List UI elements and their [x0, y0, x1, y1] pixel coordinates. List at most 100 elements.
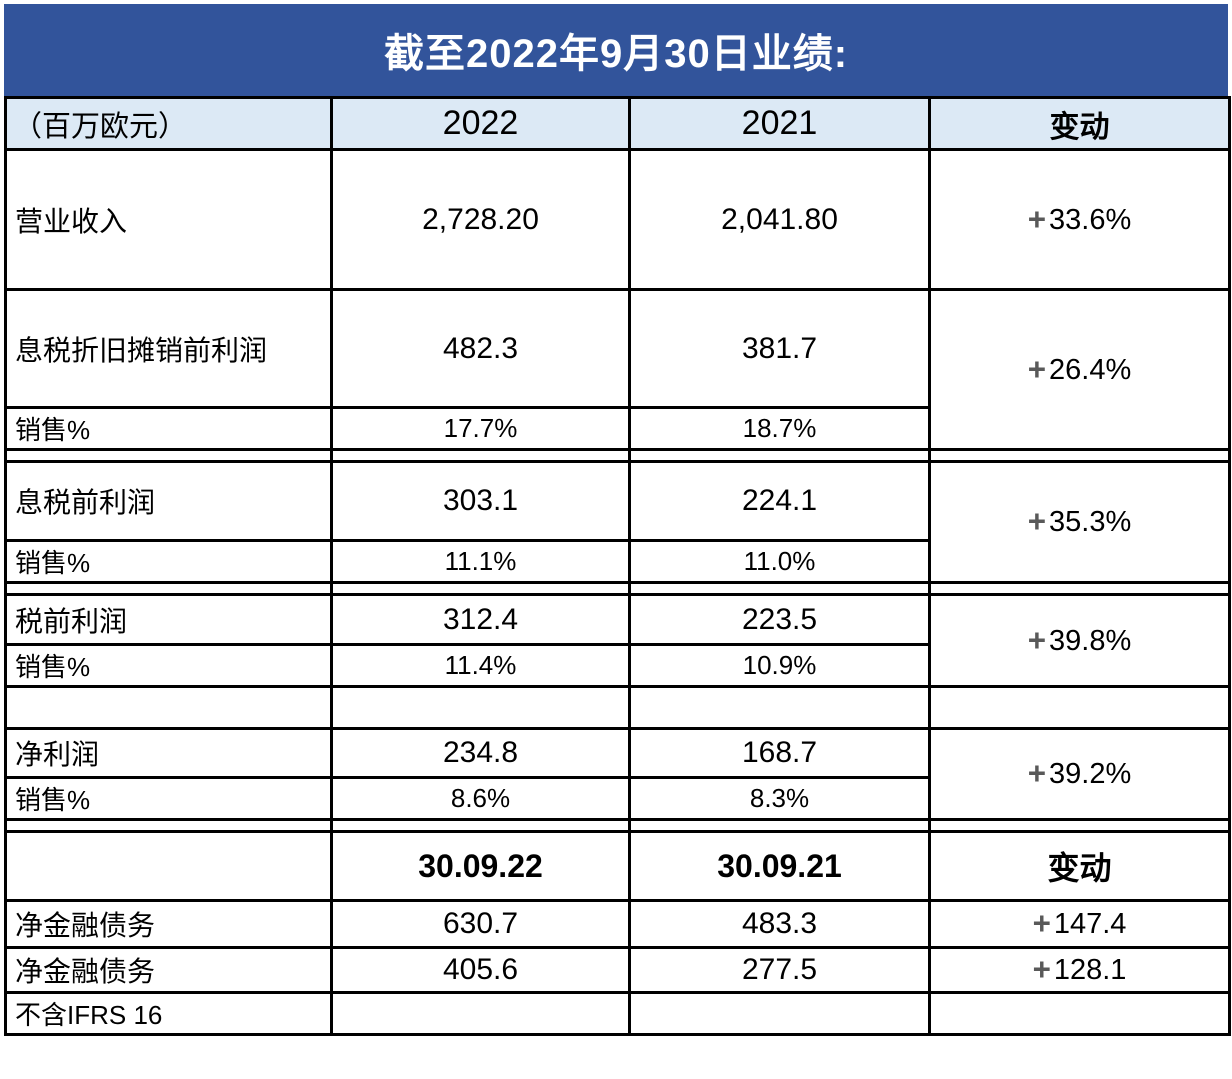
debt-header-row: 30.09.22 30.09.21 变动 — [4, 830, 1231, 902]
net-debt-change-value: 147.4 — [1053, 908, 1127, 940]
empty-row — [4, 685, 1231, 730]
empty-cell — [928, 991, 1231, 1036]
net-profit-label: 净利润 — [4, 727, 333, 779]
plus-icon: + — [1027, 201, 1047, 237]
ebitda-sales-2022: 17.7% — [330, 406, 631, 451]
pretax-sales-label: 销售% — [4, 643, 333, 688]
spacer-cell — [330, 818, 631, 833]
net-profit-change: +39.2% — [928, 727, 1231, 821]
title-bar: 截至2022年9月30日业绩: — [4, 4, 1228, 96]
net-debt-ex-ifrs16-2021: 277.5 — [628, 946, 931, 994]
plus-icon: + — [1032, 952, 1051, 987]
ebitda-2022: 482.3 — [330, 288, 631, 409]
pretax-2021: 223.5 — [628, 593, 931, 646]
plus-icon: + — [1027, 504, 1047, 539]
header-2022-cell: 2022 — [330, 96, 631, 151]
plus-icon: + — [1032, 906, 1051, 941]
net-debt-label: 净金融债务 — [4, 899, 333, 949]
spacer-cell — [928, 448, 1231, 463]
ebitda-sales-label: 销售% — [4, 406, 333, 451]
net-debt-change: +147.4 — [928, 899, 1231, 949]
net-debt-2022: 630.7 — [330, 899, 631, 949]
pretax-sales-2021: 10.9% — [628, 643, 931, 688]
empty-cell — [928, 685, 1231, 730]
pretax-2022: 312.4 — [330, 593, 631, 646]
pretax-label: 税前利润 — [4, 593, 333, 646]
plus-icon: + — [1027, 756, 1047, 791]
revenue-label: 营业收入 — [4, 148, 333, 291]
ebit-2022: 303.1 — [330, 460, 631, 542]
debt-header-2021-cell: 30.09.21 — [628, 830, 931, 902]
net-profit-sales-label: 销售% — [4, 776, 333, 821]
net-debt-ex-ifrs16-change-value: 128.1 — [1053, 954, 1127, 986]
spacer-cell — [4, 448, 333, 463]
plus-icon: + — [1027, 351, 1047, 387]
ebit-2021: 224.1 — [628, 460, 931, 542]
ebit-sales-2022: 11.1% — [330, 539, 631, 584]
net-debt-ex-ifrs16-change: +128.1 — [928, 946, 1231, 994]
net-profit-sales-2022: 8.6% — [330, 776, 631, 821]
plus-icon: + — [1027, 622, 1047, 658]
table-header-row: （百万欧元） 2022 2021 变动 — [4, 96, 1231, 151]
results-table: （百万欧元） 2022 2021 变动 营业收入 2,728.20 2,041.… — [4, 96, 1231, 1036]
spacer-cell — [330, 448, 631, 463]
net-profit-2021: 168.7 — [628, 727, 931, 779]
net-debt-row: 净金融债务 630.7 483.3 +147.4 — [4, 899, 1231, 949]
net-debt-2021: 483.3 — [628, 899, 931, 949]
ebitda-row: 息税折旧摊销前利润 482.3 381.7 +26.4% — [4, 288, 1231, 451]
empty-cell — [330, 991, 631, 1036]
net-profit-row: 净利润 234.8 168.7 +39.2% — [4, 727, 1231, 821]
net-profit-2022: 234.8 — [330, 727, 631, 779]
spacer-cell — [628, 818, 931, 833]
header-change-cell: 变动 — [928, 96, 1231, 151]
spacer-cell — [628, 448, 931, 463]
spacer-cell — [928, 581, 1231, 596]
spacer-cell — [628, 581, 931, 596]
net-profit-sales-2021: 8.3% — [628, 776, 931, 821]
revenue-2022: 2,728.20 — [330, 148, 631, 291]
ebit-sales-2021: 11.0% — [628, 539, 931, 584]
debt-header-2022-cell: 30.09.22 — [330, 830, 631, 902]
ebit-change-value: 35.3% — [1049, 506, 1132, 538]
net-profit-change-value: 39.2% — [1049, 758, 1132, 790]
empty-cell — [628, 991, 931, 1036]
revenue-change-value: 33.6% — [1049, 203, 1132, 236]
header-unit-cell: （百万欧元） — [4, 96, 333, 151]
ebitda-sales-row: 销售% 17.7% 18.7% — [4, 406, 1230, 451]
debt-header-empty-cell — [4, 830, 333, 902]
ebitda-change-value: 26.4% — [1049, 353, 1132, 386]
ebit-label: 息税前利润 — [4, 460, 333, 542]
spacer-cell — [330, 581, 631, 596]
header-2021-cell: 2021 — [628, 96, 931, 151]
pretax-change: +39.8% — [928, 593, 1231, 688]
pretax-row: 税前利润 312.4 223.5 +39.8% — [4, 593, 1231, 688]
spacer-row — [4, 818, 1231, 833]
spacer-row — [4, 448, 1231, 463]
spacer-cell — [4, 581, 333, 596]
pretax-sales-row: 销售% 11.4% 10.9% — [4, 643, 1230, 688]
ebitda-sales-2021: 18.7% — [628, 406, 931, 451]
pretax-change-value: 39.8% — [1049, 624, 1132, 657]
revenue-row: 营业收入 2,728.20 2,041.80 +33.6% — [4, 148, 1231, 291]
net-debt-ex-ifrs16-2022: 405.6 — [330, 946, 631, 994]
net-profit-sales-row: 销售% 8.6% 8.3% — [4, 776, 1230, 821]
spacer-cell — [4, 818, 333, 833]
empty-cell — [330, 685, 631, 730]
ebit-change: +35.3% — [928, 460, 1231, 584]
ebit-sales-label: 销售% — [4, 539, 333, 584]
ebitda-label: 息税折旧摊销前利润 — [4, 288, 333, 409]
page-title: 截至2022年9月30日业绩: — [383, 32, 849, 76]
ebitda-change: +26.4% — [928, 288, 1231, 451]
revenue-2021: 2,041.80 — [628, 148, 931, 291]
debt-header-change-cell: 变动 — [928, 830, 1231, 902]
spacer-row — [4, 581, 1231, 596]
revenue-change: +33.6% — [928, 148, 1231, 291]
report-sheet: 截至2022年9月30日业绩: （百万欧元） 2022 2021 变动 营业收入… — [4, 4, 1231, 1036]
ebit-sales-row: 销售% 11.1% 11.0% — [4, 539, 1230, 584]
empty-cell — [4, 685, 333, 730]
ebit-row: 息税前利润 303.1 224.1 +35.3% — [4, 460, 1231, 584]
empty-cell — [628, 685, 931, 730]
ebitda-2021: 381.7 — [628, 288, 931, 409]
pretax-sales-2022: 11.4% — [330, 643, 631, 688]
spacer-cell — [928, 818, 1231, 833]
